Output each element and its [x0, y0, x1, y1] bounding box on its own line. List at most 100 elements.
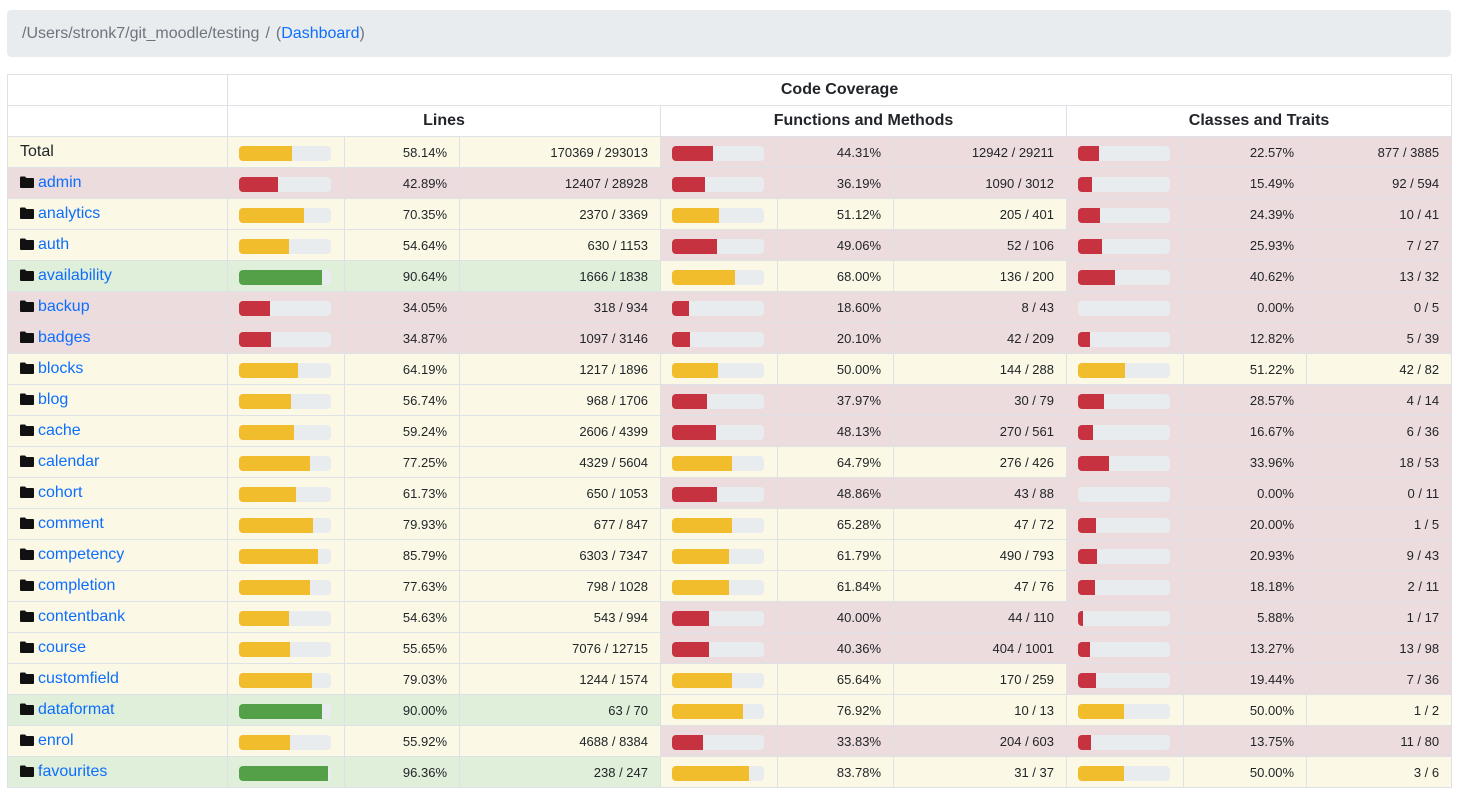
functions-percent: 65.64% [777, 663, 894, 695]
functions-bar-cell [660, 415, 778, 447]
functions-bar-cell [660, 198, 778, 230]
classes-percent: 5.88% [1183, 601, 1307, 633]
lines-progress-bar [239, 238, 331, 254]
functions-bar-cell [660, 663, 778, 695]
functions-progress-fill [672, 455, 732, 471]
directory-link[interactable]: badges [38, 328, 91, 346]
directory-link[interactable]: customfield [38, 669, 119, 687]
functions-progress-bar [672, 610, 764, 626]
name-cell: enrol [7, 725, 228, 757]
lines-percent: 64.19% [344, 353, 460, 385]
directory-link[interactable]: dataformat [38, 700, 115, 718]
functions-progress-bar [672, 331, 764, 347]
folder-icon [20, 206, 34, 224]
lines-percent: 61.73% [344, 477, 460, 509]
functions-progress-bar [672, 579, 764, 595]
lines-count: 2370 / 3369 [459, 198, 661, 230]
lines-progress-bar [239, 362, 331, 378]
functions-progress-bar [672, 672, 764, 688]
total-row: Total 58.14% 170369 / 293013 44.31% 12942 / … [7, 136, 1453, 168]
directory-link[interactable]: cache [38, 421, 81, 439]
lines-progress-bar [239, 300, 331, 316]
lines-progress-bar [239, 610, 331, 626]
lines-percent: 90.64% [344, 260, 460, 292]
functions-progress-bar [672, 145, 764, 161]
lines-progress-fill [239, 517, 313, 533]
functions-progress-bar [672, 424, 764, 440]
directory-link[interactable]: blocks [38, 359, 84, 377]
folder-icon [20, 609, 34, 627]
directory-link[interactable]: favourites [38, 762, 108, 780]
lines-progress-fill [239, 362, 299, 378]
directory-link[interactable]: calendar [38, 452, 100, 470]
lines-count: 1244 / 1574 [459, 663, 661, 695]
classes-percent: 15.49% [1183, 167, 1307, 199]
lines-count: 630 / 1153 [459, 229, 661, 261]
lines-count: 12407 / 28928 [459, 167, 661, 199]
functions-progress-fill [672, 362, 718, 378]
directory-link[interactable]: analytics [38, 204, 101, 222]
functions-count: 12942 / 29211 [893, 136, 1067, 168]
directory-link[interactable]: competency [38, 545, 125, 563]
functions-progress-fill [672, 331, 691, 347]
lines-bar-cell [227, 725, 345, 757]
functions-progress-bar [672, 207, 764, 223]
directory-link[interactable]: course [38, 638, 87, 656]
lines-progress-bar [239, 517, 331, 533]
functions-progress-bar [672, 455, 764, 471]
functions-percent: 50.00% [777, 353, 894, 385]
lines-percent: 90.00% [344, 694, 460, 726]
classes-count: 1 / 17 [1305, 601, 1453, 633]
functions-count: 205 / 401 [893, 198, 1067, 230]
classes-progress-fill [1078, 145, 1099, 161]
functions-progress-fill [672, 548, 729, 564]
functions-progress-fill [672, 145, 713, 161]
functions-count: 404 / 1001 [893, 632, 1067, 664]
directory-link[interactable]: admin [38, 173, 82, 191]
lines-progress-fill [239, 207, 304, 223]
classes-percent: 40.62% [1183, 260, 1307, 292]
lines-count: 2606 / 4399 [459, 415, 661, 447]
functions-progress-fill [672, 176, 706, 192]
directory-link[interactable]: comment [38, 514, 104, 532]
functions-percent: 51.12% [777, 198, 894, 230]
lines-percent: 34.05% [344, 291, 460, 323]
lines-count: 1217 / 1896 [459, 353, 661, 385]
directory-link[interactable]: cohort [38, 483, 83, 501]
lines-progress-bar [239, 207, 331, 223]
functions-percent: 40.00% [777, 601, 894, 633]
classes-progress-bar [1078, 517, 1170, 533]
lines-count: 1097 / 3146 [459, 322, 661, 354]
classes-count: 92 / 594 [1305, 167, 1453, 199]
classes-bar-cell [1066, 725, 1184, 757]
classes-header: Classes and Traits [1065, 105, 1453, 137]
classes-count: 13 / 98 [1305, 632, 1453, 664]
folder-icon [20, 330, 34, 348]
classes-percent: 13.75% [1183, 725, 1307, 757]
name-cell: Total [7, 136, 228, 168]
classes-percent: 24.39% [1183, 198, 1307, 230]
directory-link[interactable]: completion [38, 576, 116, 594]
directory-link[interactable]: contentbank [38, 607, 126, 625]
lines-count: 4688 / 8384 [459, 725, 661, 757]
table-row: backup 34.05% 318 / 934 18.60% 8 / 43 0.00% 0 … [7, 291, 1453, 323]
functions-bar-cell [660, 136, 778, 168]
directory-link[interactable]: availability [38, 266, 112, 284]
directory-link[interactable]: blog [38, 390, 69, 408]
table-row: contentbank 54.63% 543 / 994 40.00% 44 / 110… [7, 601, 1453, 633]
classes-count: 2 / 11 [1305, 570, 1453, 602]
lines-progress-fill [239, 393, 292, 409]
lines-bar-cell [227, 477, 345, 509]
directory-link[interactable]: auth [38, 235, 70, 253]
classes-count: 11 / 80 [1305, 725, 1453, 757]
directory-link[interactable]: backup [38, 297, 90, 315]
lines-progress-fill [239, 486, 296, 502]
classes-count: 3 / 6 [1305, 756, 1453, 788]
dashboard-link[interactable]: Dashboard [281, 24, 360, 42]
directory-link[interactable]: enrol [38, 731, 74, 749]
classes-progress-bar [1078, 641, 1170, 657]
functions-bar-cell [660, 446, 778, 478]
lines-percent: 56.74% [344, 384, 460, 416]
classes-progress-fill [1078, 362, 1126, 378]
lines-percent: 77.25% [344, 446, 460, 478]
